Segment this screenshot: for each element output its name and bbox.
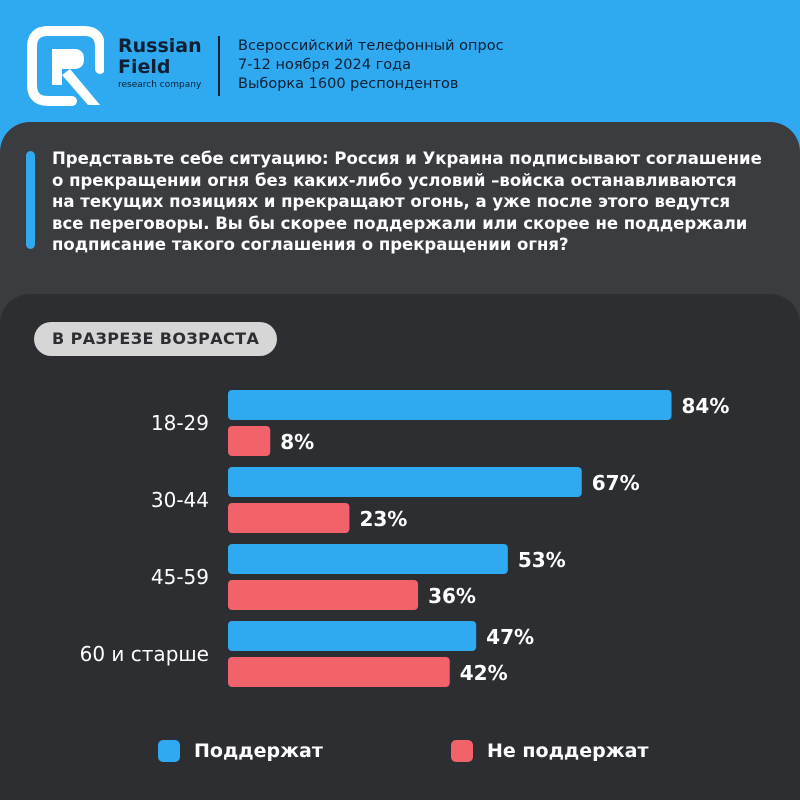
bar-support-18-29 — [228, 390, 672, 420]
legend-item-oppose: Не поддержат — [451, 738, 649, 764]
legend-swatch-oppose — [451, 740, 473, 762]
legend-item-support: Поддержат — [158, 738, 323, 764]
brand-line-1: Russian — [118, 35, 202, 57]
brand-line-2: Field — [118, 56, 171, 78]
bar-support-45-59 — [228, 544, 508, 574]
value-label-oppose-45-59: 36% — [428, 584, 476, 608]
header-divider — [218, 36, 220, 96]
question-line: подписание такого соглашения о прекращен… — [52, 235, 569, 254]
bar-oppose-45-59 — [228, 580, 419, 610]
category-label-18-29: 18-29 — [151, 411, 209, 435]
question-accent-bar — [26, 151, 35, 249]
bar-oppose-18-29 — [228, 426, 271, 456]
section-label: В РАЗРЕЗЕ ВОЗРАСТА — [34, 322, 278, 356]
survey-line-2: 7-12 ноября 2024 года — [238, 57, 411, 73]
value-label-support-18-29: 84% — [682, 394, 730, 418]
legend-label-support: Поддержат — [194, 740, 323, 762]
legend-swatch-support — [158, 740, 180, 762]
category-label-60-plus: 60 и старше — [80, 642, 209, 666]
value-label-support-30-44: 67% — [592, 471, 640, 495]
bar-oppose-60-plus — [228, 657, 450, 687]
question-text: Представьте себе ситуацию: Россия и Укра… — [52, 148, 782, 256]
value-label-oppose-60-plus: 42% — [460, 661, 508, 685]
survey-info: Всероссийский телефонный опрос 7-12 нояб… — [238, 37, 504, 94]
value-label-support-45-59: 53% — [518, 548, 566, 572]
question-line: о прекращении огня без каких-либо услови… — [52, 170, 737, 190]
bar-support-60-plus — [228, 621, 477, 651]
bar-support-30-44 — [228, 467, 582, 497]
question-line: на текущих позициях и прекращают огонь, … — [52, 192, 731, 211]
value-label-support-60-plus: 47% — [486, 625, 534, 649]
legend-label-oppose: Не поддержат — [487, 740, 649, 762]
category-label-30-44: 30-44 — [151, 488, 209, 512]
russian-field-logo-icon — [27, 26, 104, 106]
category-label-45-59: 45-59 — [151, 565, 209, 589]
header: Russian Field research company Всероссий… — [0, 0, 800, 122]
survey-line-1: Всероссийский телефонный опрос — [238, 38, 504, 54]
question-line: Представьте себе ситуацию: Россия и Укра… — [52, 149, 762, 168]
value-label-oppose-30-44: 23% — [359, 507, 407, 531]
bar-oppose-30-44 — [228, 503, 350, 533]
question-line: все переговоры. Вы бы скорее поддержали … — [52, 213, 748, 233]
survey-line-3: Выборка 1600 респондентов — [238, 76, 459, 92]
brand-line-3: research company — [118, 80, 202, 90]
value-label-oppose-18-29: 8% — [280, 430, 314, 454]
brand-name: Russian Field research company — [118, 36, 202, 92]
